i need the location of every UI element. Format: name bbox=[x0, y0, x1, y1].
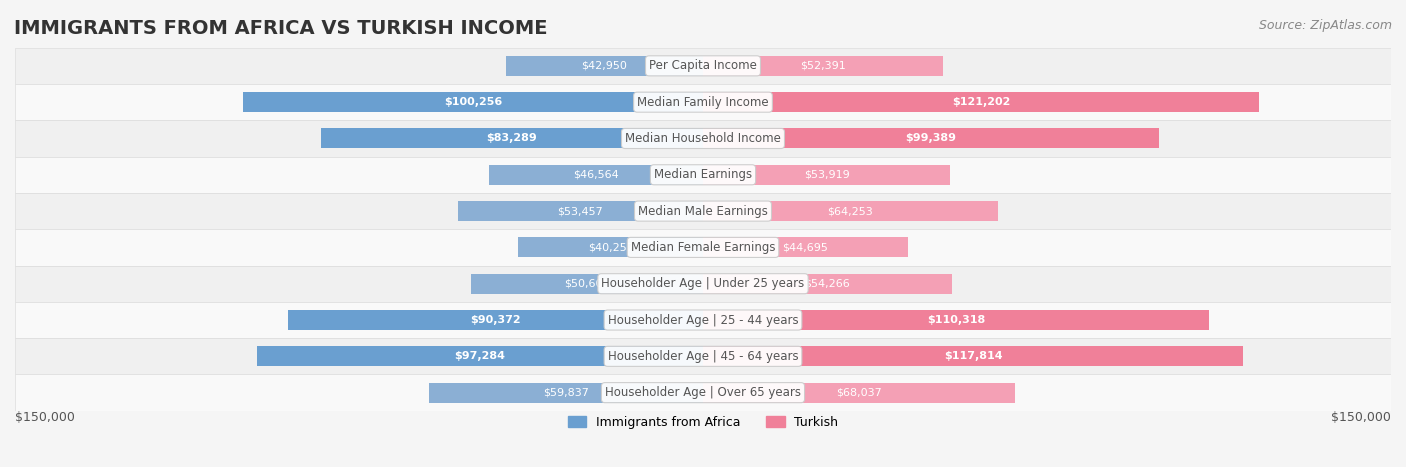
Text: Householder Age | Under 25 years: Householder Age | Under 25 years bbox=[602, 277, 804, 290]
Bar bbox=[15, 193, 1391, 229]
Text: Median Male Earnings: Median Male Earnings bbox=[638, 205, 768, 218]
Text: $46,564: $46,564 bbox=[574, 170, 619, 180]
Text: Householder Age | 45 - 64 years: Householder Age | 45 - 64 years bbox=[607, 350, 799, 363]
Text: $121,202: $121,202 bbox=[952, 97, 1010, 107]
Text: $117,814: $117,814 bbox=[943, 351, 1002, 361]
Bar bbox=[703, 382, 1015, 403]
Text: $150,000: $150,000 bbox=[1331, 411, 1391, 424]
Text: $64,253: $64,253 bbox=[828, 206, 873, 216]
Bar bbox=[321, 128, 703, 149]
Text: $54,266: $54,266 bbox=[804, 279, 851, 289]
Text: $83,289: $83,289 bbox=[486, 134, 537, 143]
Text: Median Earnings: Median Earnings bbox=[654, 168, 752, 181]
Text: $97,284: $97,284 bbox=[454, 351, 505, 361]
Text: Householder Age | 25 - 44 years: Householder Age | 25 - 44 years bbox=[607, 313, 799, 326]
Text: $52,391: $52,391 bbox=[800, 61, 846, 71]
Text: IMMIGRANTS FROM AFRICA VS TURKISH INCOME: IMMIGRANTS FROM AFRICA VS TURKISH INCOME bbox=[14, 19, 547, 38]
Text: $150,000: $150,000 bbox=[15, 411, 75, 424]
Text: $90,372: $90,372 bbox=[471, 315, 522, 325]
Bar bbox=[703, 237, 908, 257]
Text: $68,037: $68,037 bbox=[837, 388, 882, 397]
Bar bbox=[489, 165, 703, 185]
Text: $42,950: $42,950 bbox=[582, 61, 627, 71]
Bar bbox=[458, 201, 703, 221]
Legend: Immigrants from Africa, Turkish: Immigrants from Africa, Turkish bbox=[562, 410, 844, 433]
Text: $53,457: $53,457 bbox=[558, 206, 603, 216]
Bar bbox=[243, 92, 703, 112]
Bar bbox=[506, 56, 703, 76]
Text: Median Female Earnings: Median Female Earnings bbox=[631, 241, 775, 254]
Text: Per Capita Income: Per Capita Income bbox=[650, 59, 756, 72]
Text: Median Family Income: Median Family Income bbox=[637, 96, 769, 109]
Bar bbox=[703, 128, 1159, 149]
Bar bbox=[703, 347, 1243, 366]
Bar bbox=[703, 165, 950, 185]
Bar bbox=[15, 266, 1391, 302]
Bar bbox=[15, 375, 1391, 411]
Bar bbox=[15, 156, 1391, 193]
Bar bbox=[703, 274, 952, 294]
Text: Householder Age | Over 65 years: Householder Age | Over 65 years bbox=[605, 386, 801, 399]
Text: $110,318: $110,318 bbox=[927, 315, 986, 325]
Text: $40,257: $40,257 bbox=[588, 242, 634, 252]
Text: $99,389: $99,389 bbox=[905, 134, 956, 143]
Bar bbox=[519, 237, 703, 257]
Bar bbox=[471, 274, 703, 294]
Text: $53,919: $53,919 bbox=[804, 170, 849, 180]
Bar bbox=[15, 338, 1391, 375]
Bar bbox=[703, 92, 1258, 112]
Bar bbox=[15, 48, 1391, 84]
Text: $44,695: $44,695 bbox=[783, 242, 828, 252]
Text: $59,837: $59,837 bbox=[543, 388, 589, 397]
Bar bbox=[703, 310, 1209, 330]
Bar bbox=[288, 310, 703, 330]
Bar bbox=[703, 201, 998, 221]
Text: Source: ZipAtlas.com: Source: ZipAtlas.com bbox=[1258, 19, 1392, 32]
Bar bbox=[15, 229, 1391, 266]
Bar bbox=[257, 347, 703, 366]
Bar bbox=[429, 382, 703, 403]
Text: Median Household Income: Median Household Income bbox=[626, 132, 780, 145]
Text: $50,609: $50,609 bbox=[564, 279, 610, 289]
Bar bbox=[703, 56, 943, 76]
Bar bbox=[15, 84, 1391, 120]
Bar bbox=[15, 302, 1391, 338]
Text: $100,256: $100,256 bbox=[444, 97, 502, 107]
Bar bbox=[15, 120, 1391, 156]
